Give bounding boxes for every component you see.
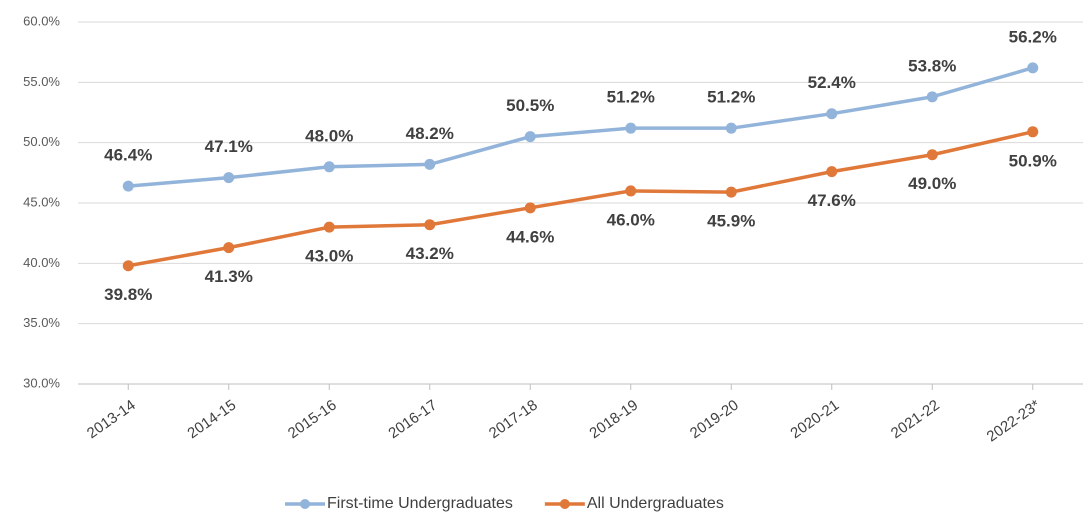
data-point xyxy=(122,180,134,192)
x-tick-label: 2021-22 xyxy=(888,397,943,443)
data-point xyxy=(725,186,737,198)
data-point xyxy=(926,91,938,103)
data-point xyxy=(625,122,637,134)
x-tick-label: 2020-21 xyxy=(787,397,842,443)
data-point xyxy=(424,219,436,231)
series-line xyxy=(128,66,1034,188)
data-label: 39.8% xyxy=(104,285,152,304)
data-label: 50.5% xyxy=(506,96,554,115)
data-point xyxy=(323,161,335,173)
data-point xyxy=(524,131,536,143)
series-line xyxy=(127,130,1034,268)
y-tick-label: 35.0% xyxy=(23,315,60,330)
x-tick-label: 2013-14 xyxy=(84,397,139,443)
data-label: 47.6% xyxy=(808,191,856,210)
legend-label: All Undergraduates xyxy=(587,495,724,512)
data-label: 43.2% xyxy=(406,244,454,263)
data-label: 56.2% xyxy=(1009,27,1057,46)
data-label: 46.0% xyxy=(607,210,655,229)
data-label: 48.0% xyxy=(305,126,353,145)
data-label: 44.6% xyxy=(506,227,554,246)
x-tick-label: 2015-16 xyxy=(285,397,340,443)
data-label: 43.0% xyxy=(305,247,353,266)
data-point xyxy=(625,185,637,197)
data-label: 51.2% xyxy=(707,88,755,107)
data-label: 45.9% xyxy=(707,212,755,231)
data-point xyxy=(826,108,838,120)
data-label: 53.8% xyxy=(908,56,956,75)
data-label: 41.3% xyxy=(205,267,253,286)
data-point xyxy=(323,221,335,233)
data-point xyxy=(223,242,235,254)
x-tick-label: 2019-20 xyxy=(687,397,742,443)
data-point xyxy=(1027,126,1039,138)
data-label: 48.2% xyxy=(406,124,454,143)
data-point xyxy=(524,202,536,214)
data-label: 49.0% xyxy=(908,174,956,193)
data-point xyxy=(223,172,235,184)
y-tick-label: 50.0% xyxy=(23,134,60,149)
legend-label: First-time Undergraduates xyxy=(327,495,513,512)
x-tick-label: 2018-19 xyxy=(586,397,641,443)
data-label: 50.9% xyxy=(1009,151,1057,170)
y-tick-label: 60.0% xyxy=(23,13,60,28)
data-label: 46.4% xyxy=(104,146,152,165)
data-point xyxy=(826,166,838,178)
x-tick-label: 2017-18 xyxy=(486,397,541,443)
y-tick-label: 55.0% xyxy=(23,74,60,89)
data-label: 52.4% xyxy=(808,73,856,92)
x-tick-label: 2014-15 xyxy=(184,397,239,443)
y-tick-label: 30.0% xyxy=(23,375,60,390)
y-tick-label: 40.0% xyxy=(23,255,60,270)
data-point xyxy=(725,122,737,134)
x-tick-label: 2016-17 xyxy=(385,397,440,443)
data-label: 51.2% xyxy=(607,88,655,107)
data-point xyxy=(926,149,938,161)
data-label: 47.1% xyxy=(205,137,253,156)
legend-marker xyxy=(559,499,570,509)
data-point xyxy=(424,158,436,170)
data-point xyxy=(1027,62,1039,74)
x-tick-label: 2022-23* xyxy=(984,397,1044,446)
data-point xyxy=(122,260,134,272)
y-tick-label: 45.0% xyxy=(23,194,60,209)
legend-marker xyxy=(300,499,310,509)
